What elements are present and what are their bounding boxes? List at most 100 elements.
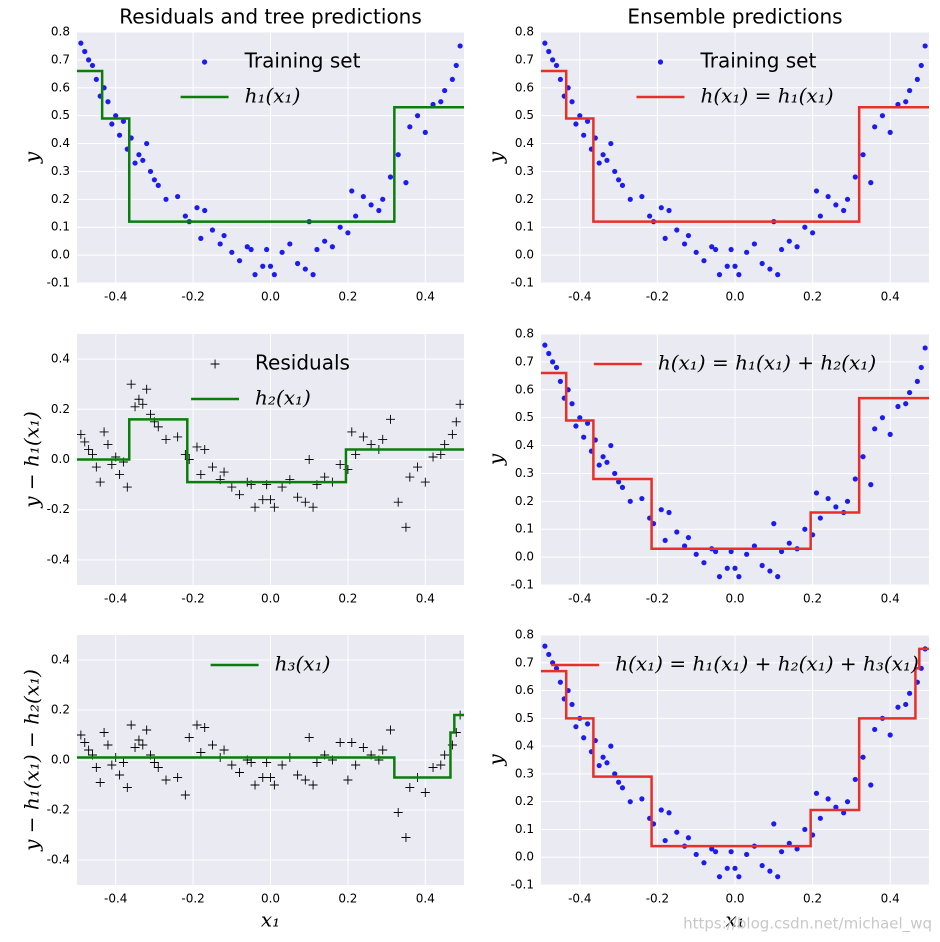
residual-point <box>118 758 128 767</box>
residual-point <box>161 434 171 444</box>
training-point <box>368 202 374 208</box>
training-point <box>287 241 293 247</box>
training-point <box>596 462 602 468</box>
residual-point <box>266 495 275 505</box>
training-point <box>775 574 781 580</box>
y-tick-label: -0.1 <box>511 878 534 892</box>
residual-point <box>115 770 125 780</box>
training-point <box>895 101 901 108</box>
residual-point <box>277 482 287 492</box>
training-point <box>577 113 583 119</box>
y-tick-label: 0.4 <box>515 739 534 753</box>
training-point <box>151 177 157 183</box>
training-point <box>895 403 901 410</box>
training-point <box>619 182 626 188</box>
residual-point <box>393 497 403 507</box>
y-tick-label: 0.7 <box>515 354 534 368</box>
training-point <box>759 862 765 869</box>
training-point <box>105 99 111 105</box>
training-point <box>744 551 750 557</box>
training-point <box>264 246 270 253</box>
residual-point <box>335 738 345 747</box>
residual-point <box>200 444 210 454</box>
training-point <box>542 643 548 649</box>
training-point <box>872 726 878 733</box>
training-point <box>868 782 874 788</box>
y-tick-label: 0.5 <box>51 108 70 122</box>
training-point <box>449 76 455 83</box>
training-point <box>376 207 382 214</box>
x-tick-label: -0.2 <box>646 290 669 304</box>
training-point <box>724 565 730 571</box>
residual-point <box>91 462 101 472</box>
training-point <box>860 754 866 760</box>
training-point <box>771 821 777 827</box>
training-point <box>732 263 738 269</box>
y-tick-label: 0.1 <box>515 822 534 836</box>
y-tick-label: 0.0 <box>515 850 534 864</box>
x-axis-label: x₁ <box>725 908 744 932</box>
y-tick-label: 0.6 <box>515 80 534 94</box>
training-point <box>600 754 606 760</box>
y-tick-label: 0.2 <box>515 494 534 508</box>
residual-point <box>262 758 272 767</box>
legend-label: Training set <box>244 49 361 73</box>
residual-point <box>80 437 90 447</box>
legend: Training set h₁(x₁) <box>180 49 361 108</box>
training-point <box>786 840 792 846</box>
residual-point <box>401 833 411 842</box>
residual-point <box>335 460 345 470</box>
x-tick-label: 0.0 <box>261 892 280 906</box>
training-point <box>658 205 664 211</box>
residual-point <box>235 768 245 777</box>
plot-area <box>541 40 929 278</box>
y-tick-label: 0.7 <box>51 52 70 66</box>
y-tick-label: 0.0 <box>51 753 70 767</box>
training-point <box>639 796 645 802</box>
training-point <box>802 826 808 833</box>
residual-point <box>87 449 97 459</box>
residual-point <box>277 760 287 770</box>
residual-point <box>122 482 132 492</box>
residual-point <box>142 725 152 735</box>
training-point <box>674 529 680 535</box>
prediction-line <box>541 371 929 550</box>
training-point <box>569 401 575 407</box>
training-point <box>903 701 909 708</box>
residual-point <box>103 740 113 750</box>
y-tick-label: 0.5 <box>515 711 534 725</box>
y-axis-label: y − h₁(x₁) − h₂(x₁) <box>20 669 44 852</box>
training-point <box>833 804 839 810</box>
y-tick-label: 0.5 <box>515 410 534 424</box>
y-axis-label: y <box>484 453 508 466</box>
training-point <box>546 651 552 658</box>
training-point <box>771 521 777 527</box>
y-tick-label: 0.1 <box>515 522 534 536</box>
training-point <box>844 799 851 805</box>
y-tick-label: 0.1 <box>515 220 534 234</box>
residual-point <box>358 743 368 752</box>
residual-point <box>293 770 303 780</box>
y-tick-label: 0.4 <box>515 438 534 452</box>
x-tick-label: 0.4 <box>881 592 900 606</box>
residual-point <box>149 758 159 767</box>
training-point <box>584 420 591 426</box>
training-point <box>403 180 409 186</box>
y-tick-label: 0.2 <box>51 192 70 206</box>
training-point <box>868 180 874 186</box>
y-tick-label: 0.3 <box>515 766 534 780</box>
training-point <box>794 244 800 250</box>
subplot-title: Ensemble predictions <box>627 5 842 29</box>
y-tick-label: 0.4 <box>51 136 70 150</box>
training-point <box>236 258 243 264</box>
legend-label: h(x₁) = h₁(x₁) + h₂(x₁) + h₃(x₁) <box>615 652 919 676</box>
legend-label: Residuals <box>255 351 350 375</box>
training-point <box>887 732 893 738</box>
training-point <box>546 48 552 55</box>
training-point <box>825 495 831 502</box>
training-point <box>202 207 208 214</box>
training-point <box>453 62 459 69</box>
training-point <box>662 537 668 543</box>
training-point <box>380 196 386 202</box>
legend-label: h(x₁) = h₁(x₁) <box>700 84 833 108</box>
